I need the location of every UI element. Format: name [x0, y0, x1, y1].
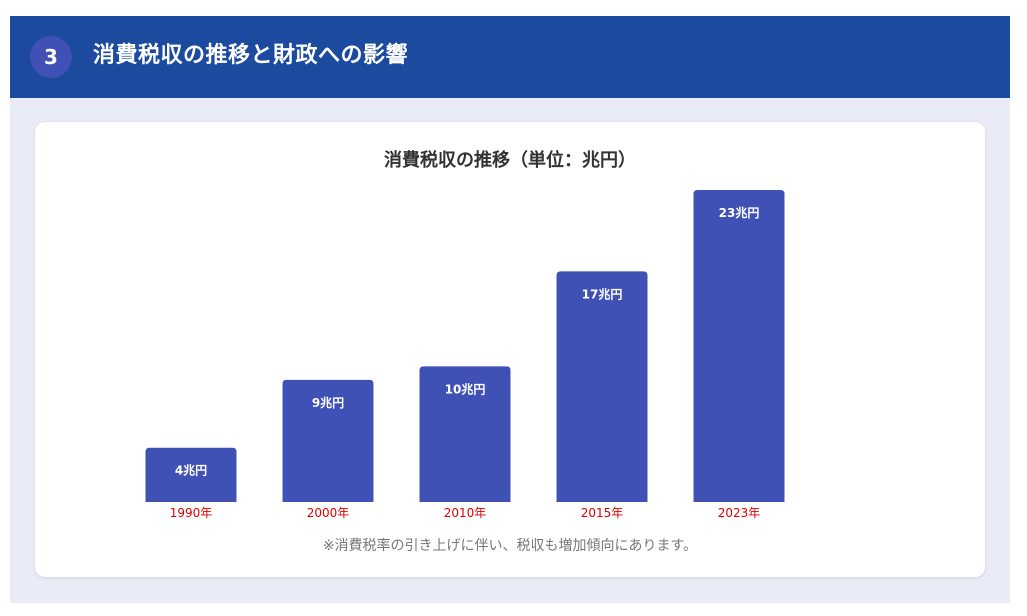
- bar-chart: 4兆円 1990年 9兆円 2000年 10兆円 2010年 17兆円 2015年 23兆円 20…: [145, 190, 785, 520]
- bar-1990年: [145, 447, 237, 502]
- slide: 3 消費税収の推移と財政への影響 消費税収の推移（単位：兆円） 4兆円 1990年…: [10, 16, 1010, 603]
- bar-value-label: 9兆円: [312, 395, 344, 410]
- x-tick-label: 2010年: [444, 506, 487, 520]
- bar-2015年: [556, 271, 648, 502]
- chart-title: 消費税収の推移（単位：兆円）: [384, 150, 636, 171]
- bar-2010年: [419, 366, 511, 502]
- x-tick-label: 2015年: [581, 506, 624, 520]
- bar-value-label: 10兆円: [445, 381, 486, 396]
- bar-2023年: [693, 190, 785, 502]
- section-number-badge: 3: [30, 36, 72, 78]
- section-header: 3 消費税収の推移と財政への影響: [10, 16, 1010, 98]
- x-tick-label: 2023年: [718, 506, 761, 520]
- x-tick-label: 2000年: [307, 506, 350, 520]
- x-tick-label: 1990年: [170, 506, 213, 520]
- bar-value-label: 4兆円: [175, 463, 207, 478]
- bar-value-label: 23兆円: [719, 205, 760, 220]
- section-title: 消費税収の推移と財政への影響: [93, 43, 409, 68]
- bar-2000年: [282, 379, 374, 502]
- chart-card: 消費税収の推移（単位：兆円） 4兆円 1990年 9兆円 2000年 10兆円 2010年…: [35, 122, 985, 577]
- bar-value-label: 17兆円: [582, 286, 623, 301]
- chart-footnote: ※消費税率の引き上げに伴い、税収も増加傾向にあります。: [322, 538, 698, 554]
